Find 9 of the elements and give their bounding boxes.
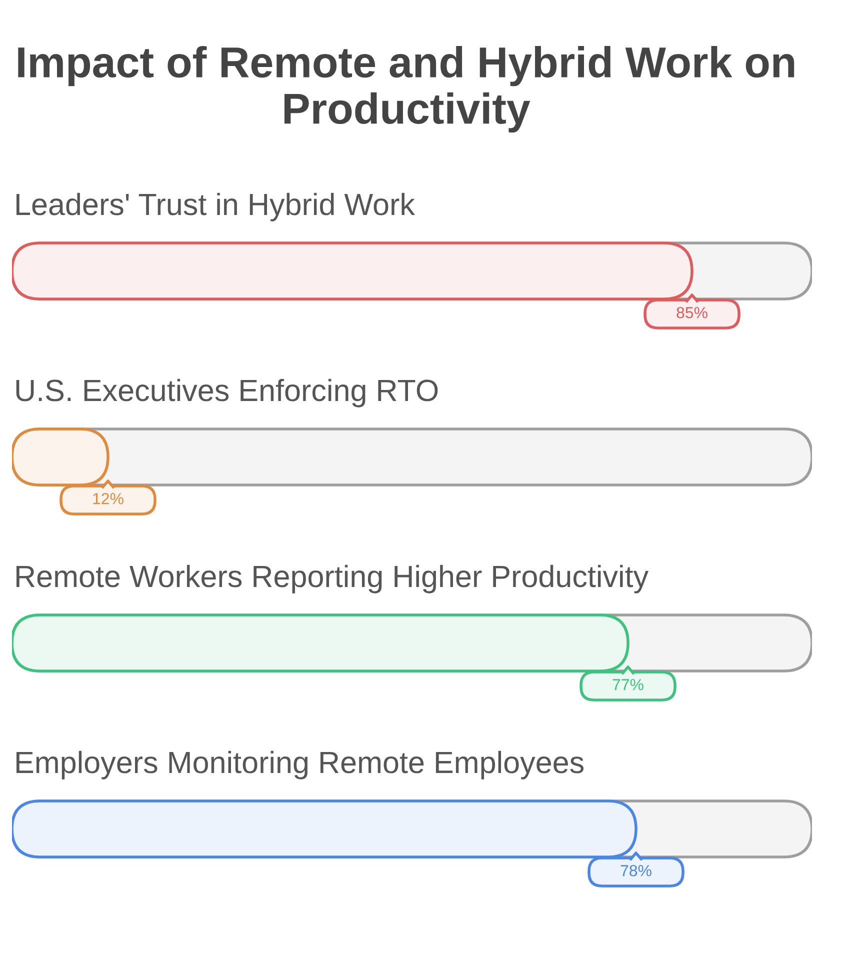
- y-tick-label: Remote Workers Reporting Higher Productivity: [16, 564, 649, 594]
- data-label: 12%: [93, 492, 124, 504]
- y-tick-label: Employers Monitoring Remote Employees: [16, 750, 584, 780]
- y-tick-label: U.S. Executives Enforcing RTO: [16, 378, 438, 408]
- data-label: 85%: [676, 306, 708, 318]
- data-label: 77%: [612, 679, 644, 690]
- chart-title: Impact of Remote and Hybrid Work on Productivity: [18, 46, 794, 133]
- data-label: 78%: [620, 864, 652, 876]
- y-tick-label: Leaders' Trust in Hybrid Work: [16, 192, 416, 222]
